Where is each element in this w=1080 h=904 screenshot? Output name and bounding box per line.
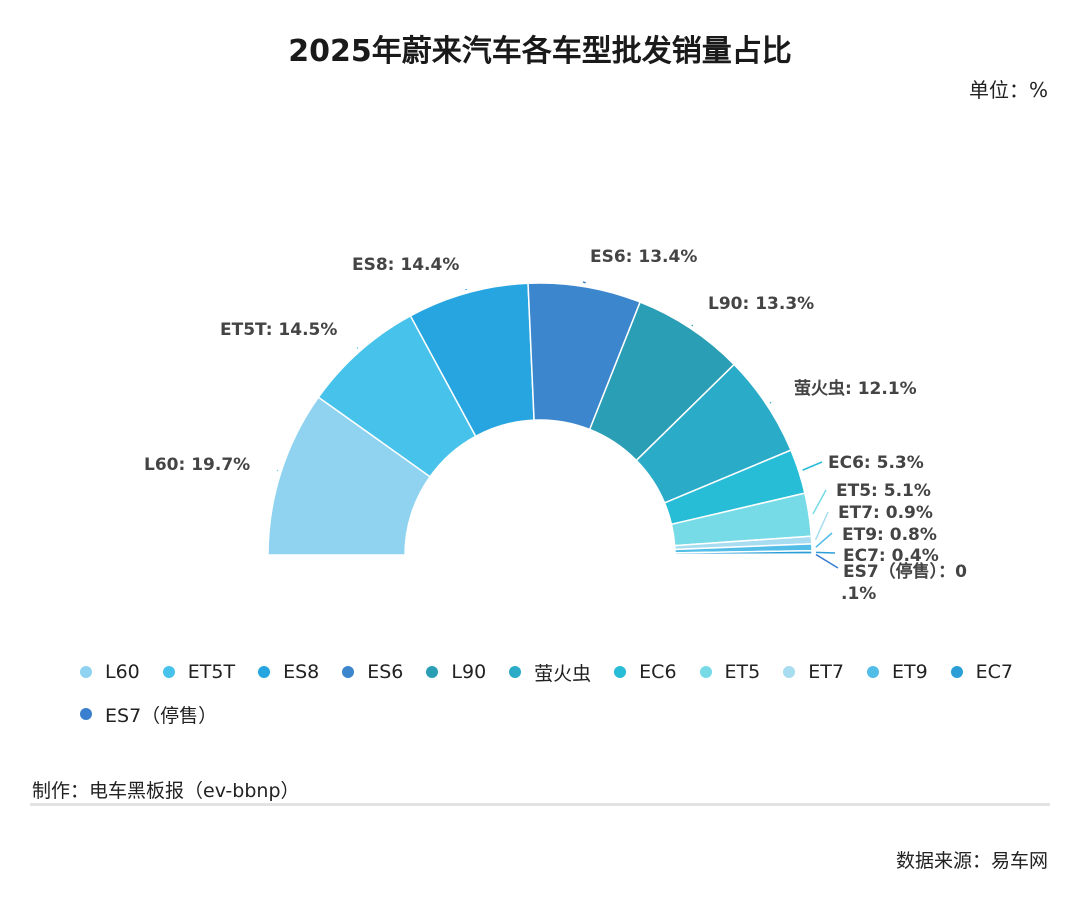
chart-leader-lines <box>276 281 839 569</box>
legend-label: ES6 <box>367 661 404 683</box>
leader-line-l60-0 <box>276 469 279 472</box>
legend-swatch-icon <box>509 666 522 678</box>
chart-slices <box>267 282 813 556</box>
data-label-ec6-6: EC6: 5.3% <box>828 453 924 473</box>
legend-label: EC7 <box>975 661 1014 683</box>
legend-label: L60 <box>105 661 140 683</box>
legend-label: ET7 <box>808 661 844 683</box>
chart-data-labels: L60: 19.7% ET5T: 14.5% ES8: 14.4% ES6: 13.4… <box>144 247 967 604</box>
leader-line-et9-9 <box>815 532 833 548</box>
legend-label: ET9 <box>891 661 928 683</box>
legend-item-item-5[interactable]: 萤火虫 <box>509 656 591 688</box>
leader-line-et7-8 <box>814 511 829 541</box>
footer-divider <box>30 803 1050 806</box>
data-label-es8-2: ES8: 14.4% <box>352 255 459 275</box>
slice-es7-11[interactable] <box>674 553 813 556</box>
legend-item-ec6-6[interactable]: EC6 <box>614 656 677 688</box>
data-label-et7-8: ET7: 0.9% <box>838 503 933 523</box>
legend-swatch-icon <box>614 666 627 678</box>
legend-label: ET5 <box>724 661 761 683</box>
legend-label: 萤火虫 <box>534 662 592 685</box>
leader-line-et5-7 <box>812 489 827 515</box>
chart-title: 2025年蔚来汽车各车型批发销量占比 <box>288 34 792 69</box>
legend-item-et9-9[interactable]: ET9 <box>866 656 928 688</box>
legend-label: ES7（停售） <box>105 704 218 727</box>
data-label-item-5: 萤火虫: 12.1% <box>794 378 917 399</box>
leader-line-item-5 <box>769 401 772 404</box>
data-label-et9-9: ET9: 0.8% <box>842 525 937 545</box>
data-label-ec7-10: EC7: 0.4% <box>843 546 939 566</box>
leader-line-ec7-10 <box>815 551 836 554</box>
credit-text: 制作：电车黑板报（ev-bbnp） <box>32 780 300 802</box>
legend-swatch-icon <box>950 666 963 678</box>
legend-swatch-icon <box>699 666 712 678</box>
legend-item-l90-4[interactable]: L90 <box>426 656 486 688</box>
data-label-l90-4: L90: 13.3% <box>708 294 814 314</box>
unit-label: 单位：% <box>968 78 1048 102</box>
legend-swatch-icon <box>80 708 92 720</box>
legend-swatch-icon <box>162 666 175 678</box>
legend-swatch-icon <box>342 666 355 678</box>
legend-swatch-icon <box>426 666 439 678</box>
legend-label: EC6 <box>639 661 677 683</box>
chart-legend: L60 ET5T ES8 ES6 L90 萤火虫 EC6 ET5 ET7 ET9 EC7 ES7（停售… <box>80 656 1040 730</box>
source-text: 数据来源：易车网 <box>895 850 1048 872</box>
legend-item-es7-11[interactable]: ES7（停售） <box>80 698 217 730</box>
legend-item-et5-7[interactable]: ET5 <box>699 656 761 688</box>
legend-label: ET5T <box>187 661 236 683</box>
data-label-es6-3: ES6: 13.4% <box>590 247 697 267</box>
legend-swatch-icon <box>783 666 796 678</box>
data-label-l60-0: L60: 19.7% <box>144 455 250 475</box>
legend-item-et7-8[interactable]: ET7 <box>783 656 844 688</box>
legend-item-es8-2[interactable]: ES8 <box>258 656 319 688</box>
leader-line-es6-3 <box>582 281 586 284</box>
legend-swatch-icon <box>258 666 271 678</box>
data-label-es7-11: ES7（停售）：0.1% <box>841 561 967 604</box>
leader-line-ec6-6 <box>802 461 823 471</box>
half-donut-chart: L60: 19.7% ET5T: 14.5% ES8: 14.4% ES6: 13.4… <box>144 247 967 604</box>
legend-swatch-icon <box>866 666 879 678</box>
legend-swatch-icon <box>80 666 92 678</box>
data-label-et5t-1: ET5T: 14.5% <box>220 320 337 340</box>
legend-item-ec7-10[interactable]: EC7 <box>950 656 1014 688</box>
data-label-et5-7: ET5: 5.1% <box>836 481 931 501</box>
leader-line-es7-11 <box>815 553 839 569</box>
legend-label: ES8 <box>283 661 320 683</box>
legend-item-et5t-1[interactable]: ET5T <box>162 656 236 688</box>
legend-item-es6-3[interactable]: ES6 <box>342 656 403 688</box>
leader-line-l90-4 <box>691 324 694 327</box>
legend-label: L90 <box>451 661 487 683</box>
legend-item-l60-0[interactable]: L60 <box>80 656 140 688</box>
